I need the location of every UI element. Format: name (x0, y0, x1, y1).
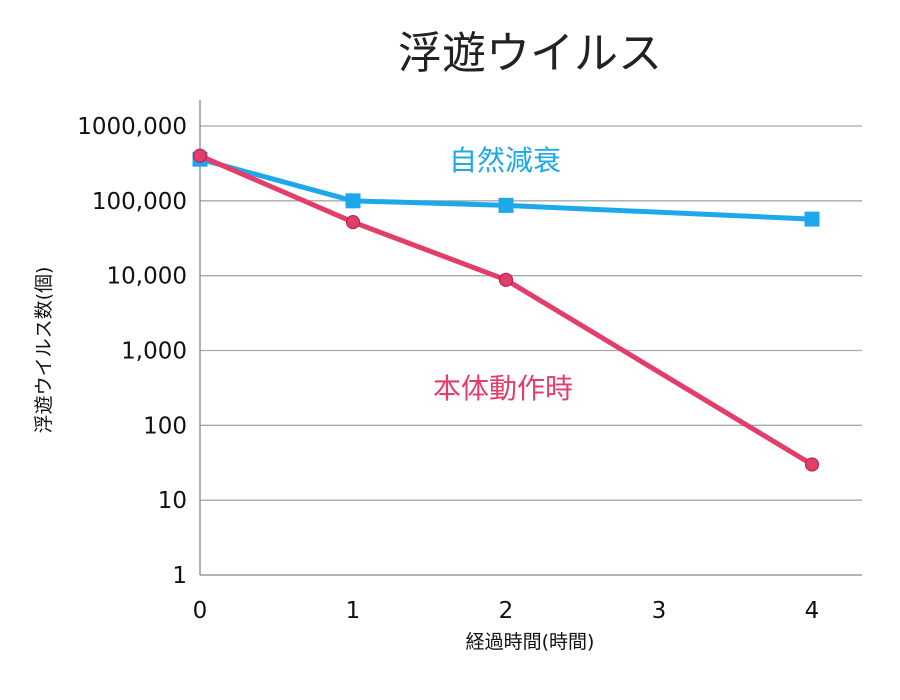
series-1-point-0 (192, 148, 208, 163)
y-tick-label-4: 10,000 (107, 264, 187, 290)
x-tick-labels: 0 1 2 3 4 (193, 598, 820, 624)
series-line-0 (199, 156, 813, 222)
y-tick-labels: 1 10 100 1,000 10,000 100,000 1000,000 (77, 114, 187, 589)
y-tick-label-3: 1,000 (121, 339, 187, 365)
axes (199, 100, 862, 576)
series-0-point-3 (804, 211, 820, 227)
series-0-point-1 (345, 193, 361, 209)
y-tick-label-2: 100 (143, 413, 187, 439)
x-tick-label-3: 3 (652, 598, 667, 624)
y-axis-label: 浮遊ウイルス数(個) (33, 267, 55, 434)
series-1-point-2 (498, 272, 514, 287)
x-tick-label-2: 2 (499, 598, 514, 624)
grid-lines (200, 125, 862, 501)
series-line-1 (199, 153, 814, 467)
series-layer (192, 148, 820, 472)
y-tick-label-0: 1 (172, 563, 187, 589)
x-tick-label-4: 4 (805, 598, 820, 624)
x-tick-label-1: 1 (346, 598, 361, 624)
series-1 (192, 148, 820, 472)
y-tick-label-1: 10 (158, 488, 187, 514)
series-label-1: 本体動作時 (433, 372, 573, 405)
y-tick-label-6: 1000,000 (77, 114, 187, 140)
x-axis-label: 経過時間(時間) (466, 631, 595, 653)
series-1-point-3 (804, 457, 820, 472)
y-tick-label-5: 100,000 (92, 189, 187, 215)
x-tick-label-0: 0 (193, 598, 208, 624)
series-1-point-1 (345, 214, 361, 230)
series-0 (192, 151, 820, 227)
chart-title: 浮遊ウイルス (398, 28, 662, 79)
series-0-point-2 (498, 197, 514, 213)
series-label-0: 自然減衰 (449, 144, 561, 177)
